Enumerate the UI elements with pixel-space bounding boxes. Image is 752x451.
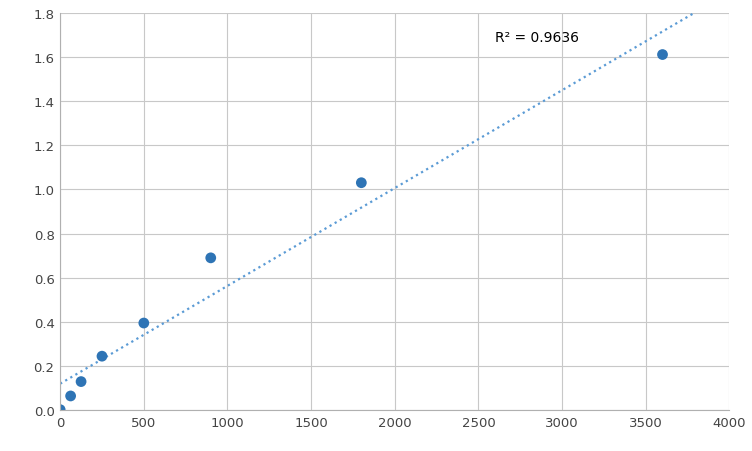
Point [656, 52, 669, 59]
Point [138, 320, 150, 327]
Text: R² = 0.9636: R² = 0.9636 [495, 31, 579, 45]
Point [75, 378, 87, 385]
Point [54, 406, 66, 414]
Point [96, 353, 108, 360]
Point [205, 255, 217, 262]
Point [65, 392, 77, 400]
Point [355, 179, 367, 187]
